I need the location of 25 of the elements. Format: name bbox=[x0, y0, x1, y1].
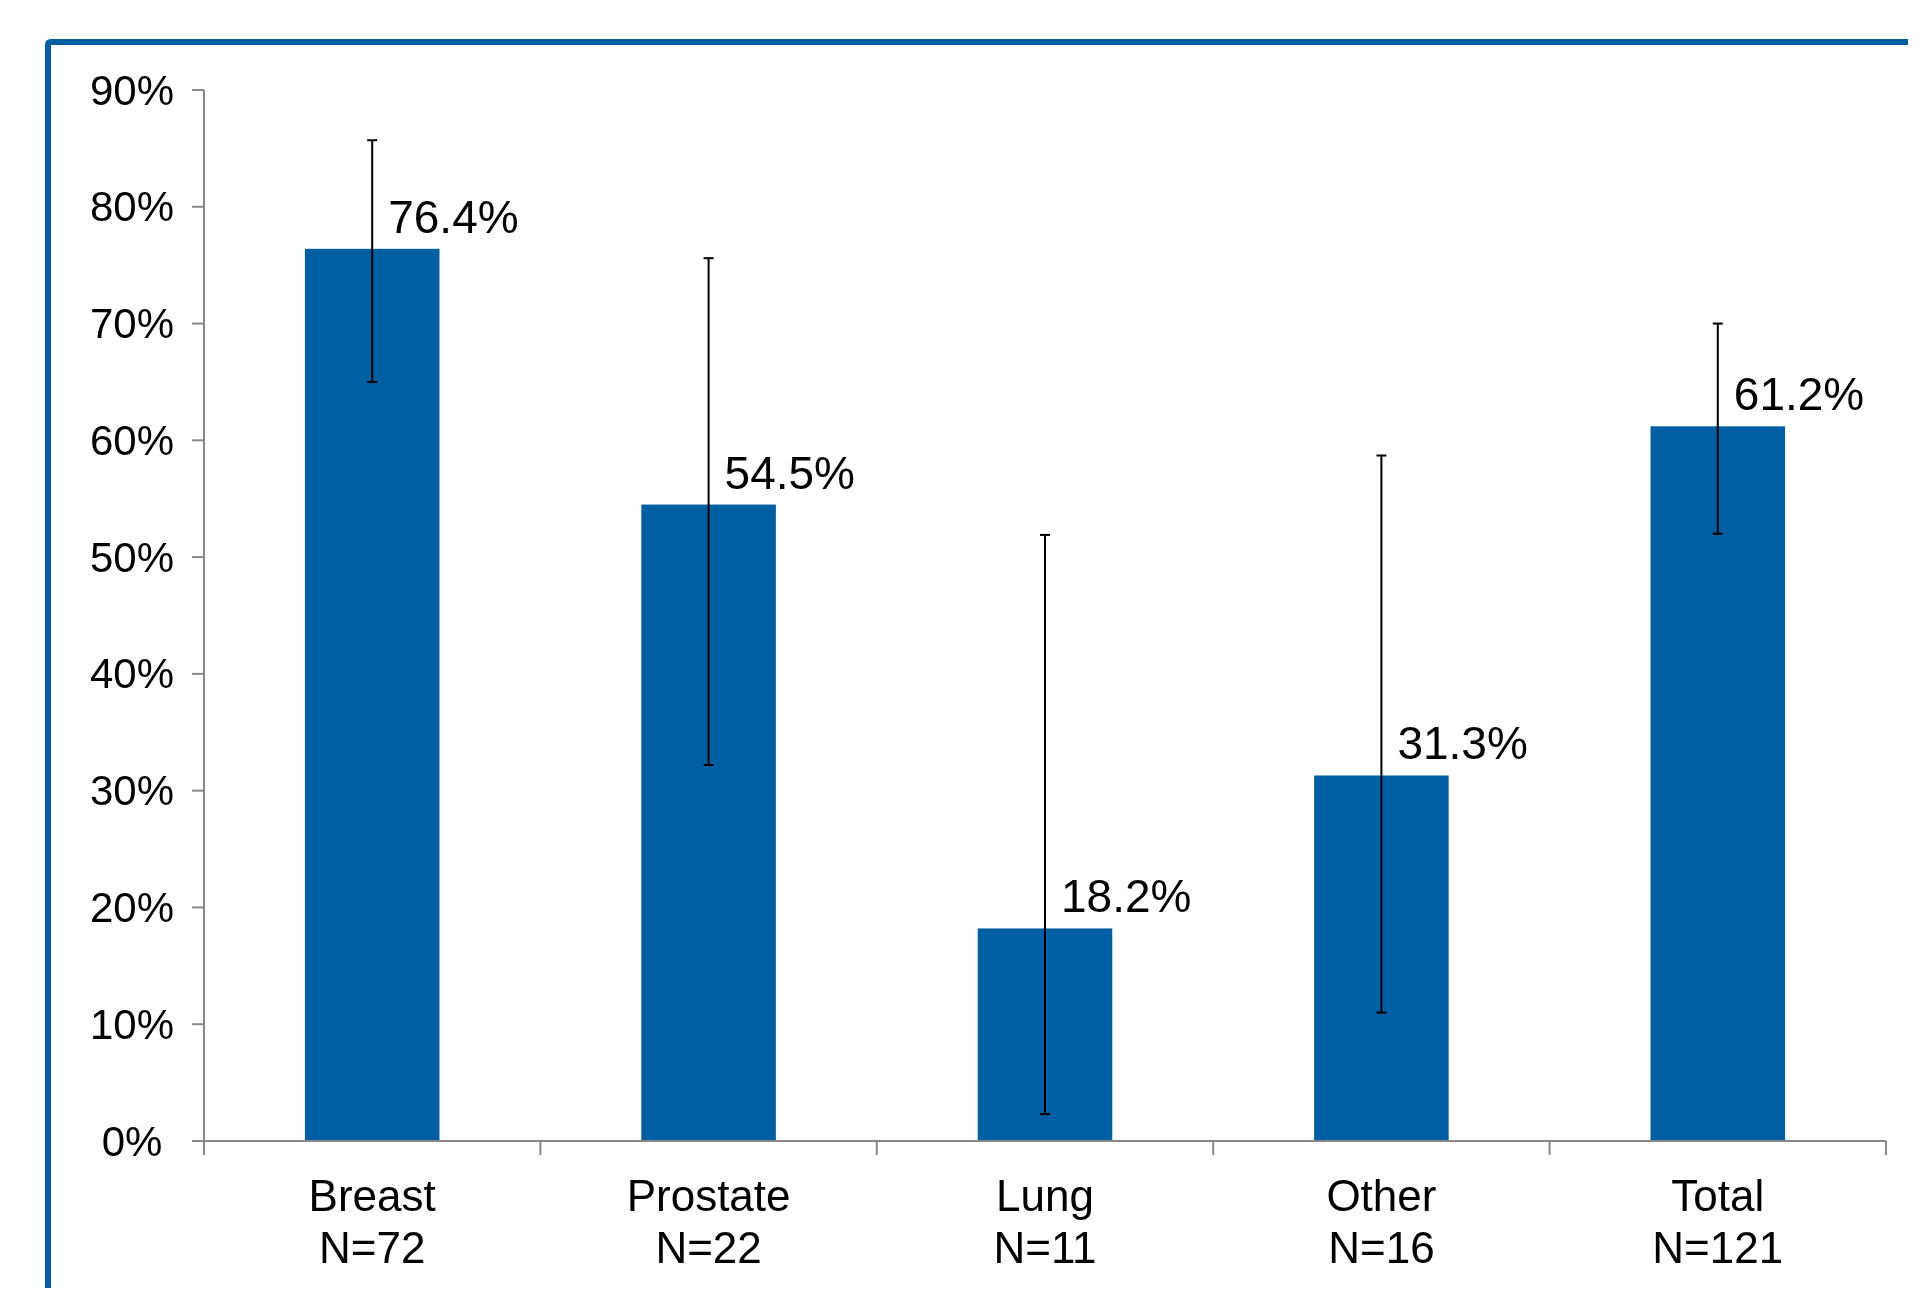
y-tick-label: 20% bbox=[89, 883, 175, 931]
y-tick-label: 10% bbox=[89, 1000, 175, 1048]
x-tick-label: Lung N=11 bbox=[993, 1171, 1097, 1272]
x-tick-label: Total N=121 bbox=[1652, 1171, 1784, 1272]
y-tick-label: 80% bbox=[89, 183, 175, 231]
x-tick-label: Other N=16 bbox=[1326, 1171, 1437, 1272]
bar bbox=[977, 928, 1113, 1141]
y-tick-label: 40% bbox=[89, 650, 175, 698]
y-tick-label: 50% bbox=[89, 533, 175, 581]
y-tick-label: 70% bbox=[89, 300, 175, 348]
bar bbox=[1650, 426, 1786, 1141]
data-label: 76.4% bbox=[388, 190, 519, 243]
data-label: 31.3% bbox=[1397, 717, 1528, 770]
x-tick-label: Prostate N=22 bbox=[626, 1171, 791, 1272]
x-tick-label: Breast N=72 bbox=[308, 1171, 436, 1272]
data-label: 54.5% bbox=[724, 446, 856, 499]
y-tick-label: 0% bbox=[101, 1117, 163, 1165]
bar bbox=[1314, 775, 1449, 1141]
y-tick-label: 60% bbox=[89, 416, 175, 464]
bar bbox=[641, 504, 776, 1141]
y-tick-label: 90% bbox=[89, 66, 175, 114]
data-label: 61.2% bbox=[1733, 368, 1865, 421]
y-tick-label: 30% bbox=[89, 767, 175, 815]
data-label: 18.2% bbox=[1061, 870, 1192, 923]
bar bbox=[304, 248, 440, 1141]
